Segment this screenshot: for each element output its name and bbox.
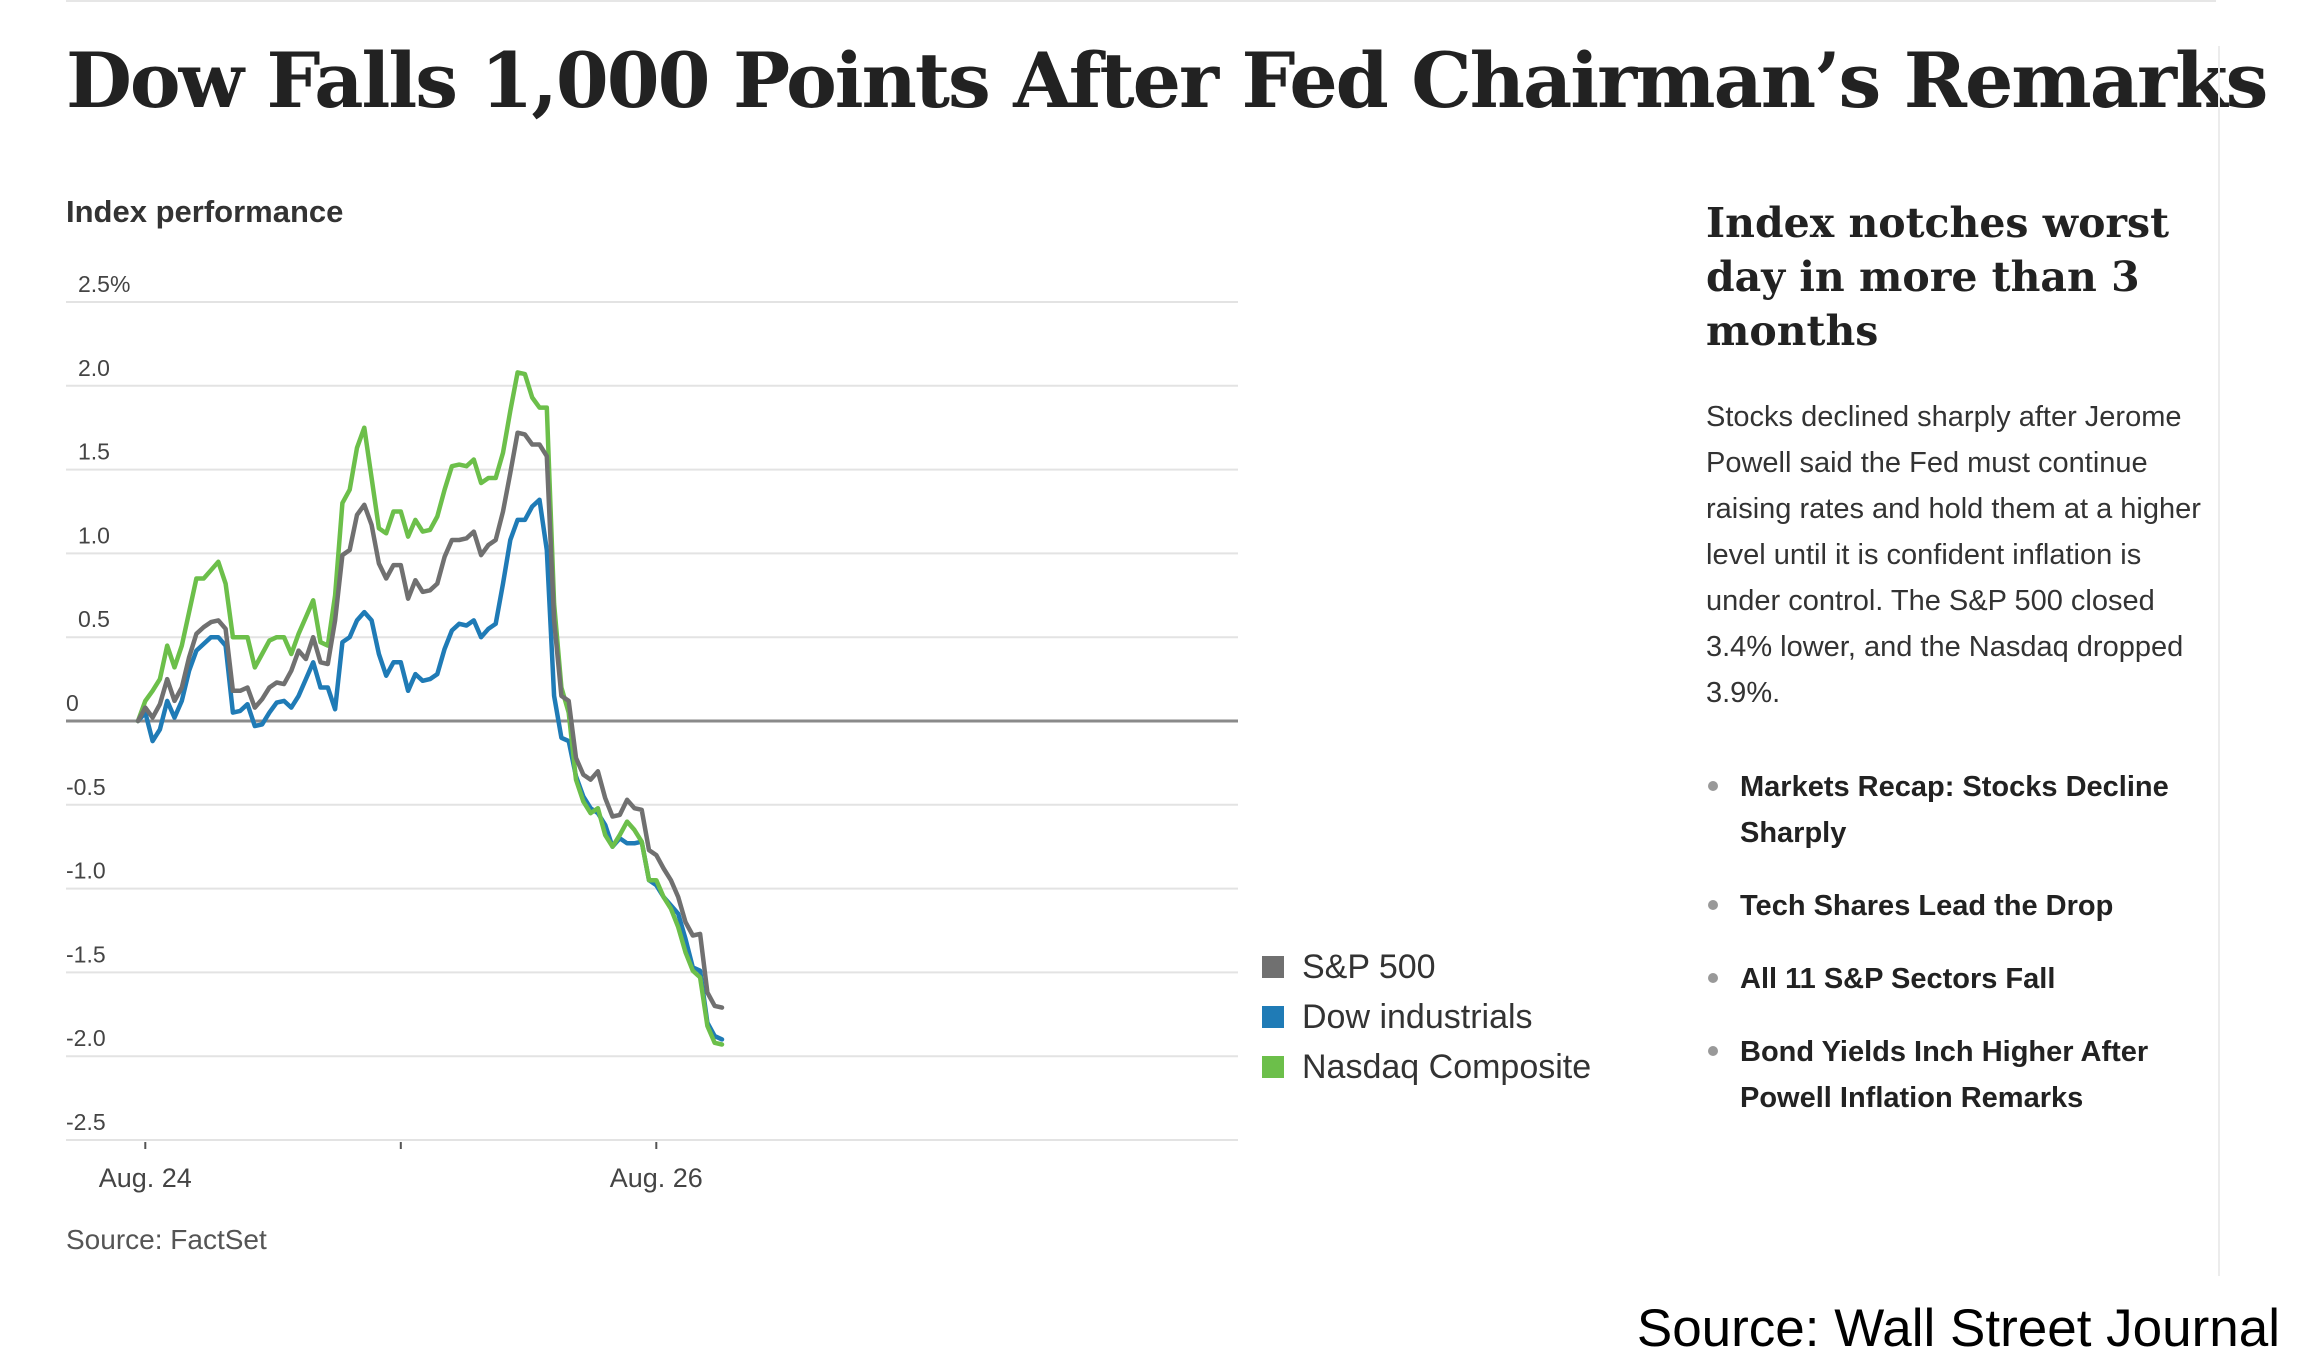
x-axis: Aug. 24 Aug. 26 [99,1142,703,1193]
y-tick-label: 0 [66,690,79,716]
legend-swatch-dow [1262,1006,1284,1028]
y-tick-label: -1.5 [66,941,106,967]
legend-item-dow: Dow industrials [1262,992,1591,1042]
image-credit: Source: Wall Street Journal [1636,1299,2280,1358]
related-sidebar: Index notches worst day in more than 3 m… [1706,196,2206,1148]
bullet-dot [1708,973,1718,983]
lines-layer [135,370,725,1047]
x-tick-label: Aug. 24 [99,1163,192,1193]
y-tick-label: -2.5 [66,1109,106,1135]
related-link-label: Markets Recap: Stocks Decline Sharply [1740,771,2169,849]
sidebar-body: Stocks declined sharply after Jerome Pow… [1706,401,2201,709]
related-link-bond-yields[interactable]: Bond Yields Inch Higher After Powell Inf… [1706,1029,2206,1121]
related-links: Markets Recap: Stocks Decline Sharply Te… [1706,764,2206,1121]
chart-subtitle: Index performance [66,194,344,229]
legend-item-sp500: S&P 500 [1262,942,1591,992]
chart-legend: S&P 500 Dow industrials Nasdaq Composite [1262,942,1591,1092]
chart-source: Source: FactSet [66,1224,267,1255]
grid-layer: 2.5% 2.0 1.5 1.0 0.5 0 -0.5 -1.0 -1.5 -2.0 -2.5 [66,271,1238,1141]
related-link-markets-recap[interactable]: Markets Recap: Stocks Decline Sharply [1706,764,2206,856]
y-tick-label: 0.5 [78,606,110,632]
sidebar-title: Index notches worst day in more than 3 m… [1706,199,2170,355]
index-performance-chart: 2.5% 2.0 1.5 1.0 0.5 0 -0.5 -1.0 -1.5 -2.0 -2.5 Au… [66,271,1238,1193]
sidebar-divider [2218,46,2220,1276]
y-tick-label: -2.0 [66,1025,106,1051]
legend-label-dow: Dow industrials [1302,997,1533,1036]
y-tick-label: 2.0 [78,355,110,381]
y-tick-label: 2.5% [78,271,130,297]
headline: Dow Falls 1,000 Points After Fed Chairma… [66,36,2268,125]
y-tick-label: 1.5 [78,439,110,465]
legend-label-nasdaq: Nasdaq Composite [1302,1047,1592,1086]
y-tick-label: -1.0 [66,858,106,884]
series-line-dow [135,497,725,1042]
series-line-sp500 [135,430,725,1010]
series-line-nasdaq [135,370,725,1047]
related-link-sectors-fall[interactable]: All 11 S&P Sectors Fall [1706,956,2206,1002]
x-tick-label: Aug. 26 [610,1163,703,1193]
bullet-dot [1708,900,1718,910]
legend-item-nasdaq: Nasdaq Composite [1262,1042,1591,1092]
bullet-dot [1708,1046,1718,1056]
top-rule [66,0,2216,2]
y-tick-label: -0.5 [66,774,106,800]
related-link-label: All 11 S&P Sectors Fall [1740,963,2056,995]
bullet-dot [1708,781,1718,791]
legend-swatch-sp500 [1262,956,1284,978]
y-tick-label: 1.0 [78,522,110,548]
legend-label-sp500: S&P 500 [1302,947,1436,986]
legend-swatch-nasdaq [1262,1056,1284,1078]
related-link-label: Tech Shares Lead the Drop [1740,890,2114,922]
related-link-label: Bond Yields Inch Higher After Powell Inf… [1740,1036,2149,1114]
related-link-tech-shares[interactable]: Tech Shares Lead the Drop [1706,883,2206,929]
